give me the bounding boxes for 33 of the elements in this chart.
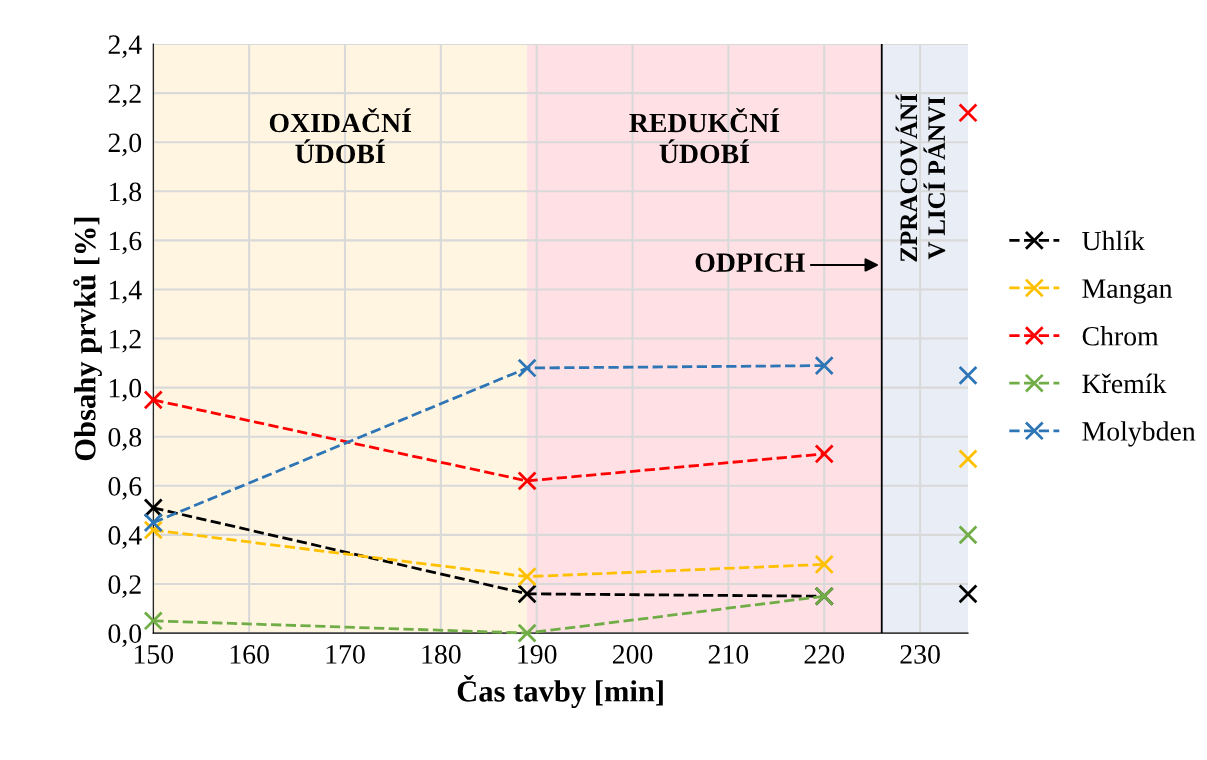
x-axis-title: Čas tavby [min] xyxy=(457,674,663,708)
y-tick-label: 2,2 xyxy=(108,84,141,108)
y-tick-label: 1,0 xyxy=(109,378,142,402)
legend-label: Mangan xyxy=(1082,279,1173,304)
y-tick-label: 0,8 xyxy=(108,427,142,451)
band-label: OXIDAČNÍ ÚDOBÍ xyxy=(269,108,412,164)
y-axis-title: Obsahy prvků [%] xyxy=(73,217,102,461)
y-tick-label: 1,8 xyxy=(109,182,142,206)
annotation: ODPICH xyxy=(695,253,805,272)
legend-label: Křemík xyxy=(1082,373,1167,394)
x-tick-label: 160 xyxy=(230,644,269,664)
y-tick-label: 0,6 xyxy=(108,477,142,500)
y-tick-label: 0,4 xyxy=(108,526,142,549)
y-tick-label: 1,4 xyxy=(109,280,142,304)
y-tick-label: 2,4 xyxy=(108,35,142,58)
legend-label: Molybden xyxy=(1082,421,1196,447)
x-tick-label: 200 xyxy=(612,644,653,664)
x-tick-label: 170 xyxy=(326,644,365,664)
x-tick-label: 180 xyxy=(422,644,461,664)
y-tick-label: 1,2 xyxy=(109,329,141,353)
y-tick-label: 0,2 xyxy=(108,575,141,598)
y-tick-label: 0,0 xyxy=(108,624,142,647)
legend-label: Chrom xyxy=(1082,326,1159,346)
legend-label: Uhlík xyxy=(1082,230,1145,251)
y-tick-label: 2,0 xyxy=(108,133,142,157)
x-tick-label: 220 xyxy=(804,644,845,664)
x-tick-label: 210 xyxy=(708,644,749,664)
x-tick-label: 230 xyxy=(900,644,940,664)
band-label: ZPRACOVÁNÍ V LICÍ PÁNVI xyxy=(895,94,946,262)
x-tick-label: 150 xyxy=(134,644,174,664)
x-tick-label: 190 xyxy=(518,644,557,664)
band-label: REDUKČNÍ ÚDOBÍ xyxy=(629,108,780,164)
y-tick-label: 1,6 xyxy=(109,231,142,255)
